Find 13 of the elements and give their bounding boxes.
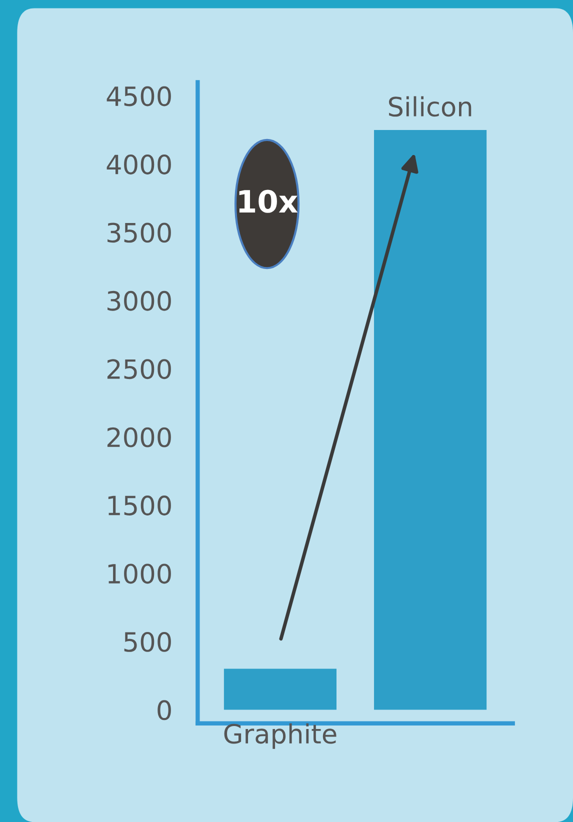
y-tick-label: 1500 xyxy=(108,496,171,516)
x-tick-label: Silicon xyxy=(388,96,472,117)
y-tick-label: 4500 xyxy=(106,86,171,106)
y-tick-label: 4000 xyxy=(106,154,171,174)
y-tick-label: 1000 xyxy=(108,564,171,584)
y-tick-label: 3000 xyxy=(108,290,171,311)
y-tick-label: 2500 xyxy=(107,359,171,380)
annotation: 10x xyxy=(239,190,298,213)
x-tick-label: Graphite xyxy=(224,723,336,749)
y-tick-label: 0 xyxy=(158,700,171,720)
y-tick-label: 2000 xyxy=(107,427,171,448)
y-tick-label: 3500 xyxy=(108,222,171,243)
y-tick-label: 500 xyxy=(124,632,171,652)
